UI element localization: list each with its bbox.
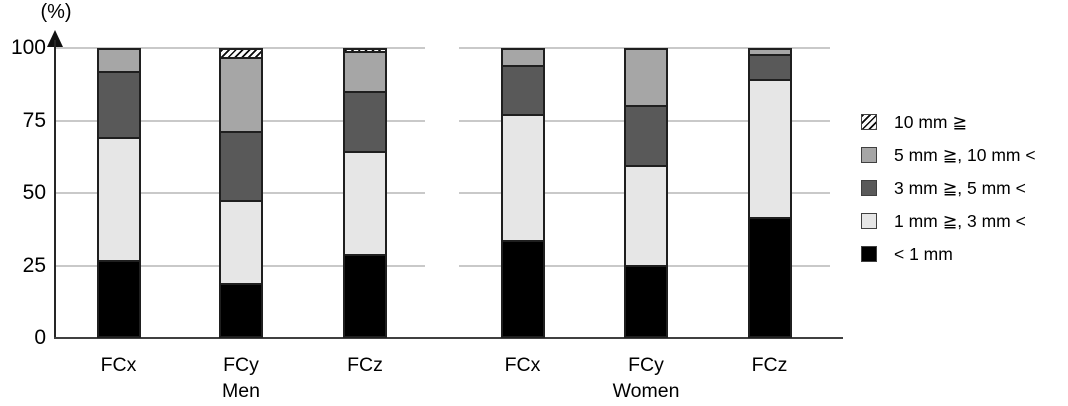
x-category-label: FCy (628, 354, 664, 376)
y-tick-label: 75 (22, 108, 46, 132)
stacked-bar (96, 48, 141, 338)
x-axis-baseline (54, 336, 843, 340)
stacked-bar (624, 48, 668, 338)
bar-segment-black (345, 255, 385, 336)
stacked-bar (343, 48, 387, 338)
bar-segment-medium-gray (626, 50, 666, 108)
stacked-bar (500, 48, 545, 338)
bar-segment-dark-gray (749, 55, 790, 82)
group-label: Men (222, 380, 260, 402)
legend-swatch-light-gray-icon (861, 213, 877, 229)
bar-segment-medium-gray (502, 50, 543, 68)
bar-segment-medium-gray (221, 58, 261, 133)
y-tick-label: 0 (34, 326, 46, 349)
x-category-label: FCz (751, 354, 788, 376)
bar-segment-hatch (345, 50, 385, 53)
bar-segment-light-gray (626, 167, 666, 268)
bar-segment-dark-gray (98, 72, 139, 139)
y-axis-arrow-icon (47, 30, 63, 47)
bar-segment-black (749, 218, 790, 336)
bar-segment-dark-gray (626, 107, 666, 168)
group-label: Women (612, 380, 680, 402)
bar-segment-medium-gray (345, 52, 385, 93)
bar-segment-dark-gray (502, 67, 543, 116)
bar-segment-dark-gray (221, 132, 261, 202)
bar-segment-light-gray (345, 152, 385, 256)
legend-swatch-medium-gray-icon (861, 147, 877, 163)
x-category-label: FCx (504, 354, 541, 376)
y-tick-label: 100 (10, 36, 46, 59)
legend-item: 1 mm ≧, 3 mm < (861, 211, 1036, 231)
bar-segment-black (221, 284, 261, 336)
legend-label: 3 mm ≧, 5 mm < (894, 177, 1026, 198)
x-category-label: FCx (100, 354, 137, 376)
legend-item: 5 mm ≧, 10 mm < (861, 145, 1036, 165)
legend-swatch-black-icon (861, 246, 877, 262)
legend-item: 3 mm ≧, 5 mm < (861, 178, 1036, 198)
legend-label: 10 mm ≧ (894, 111, 968, 132)
legend-item: 10 mm ≧ (861, 112, 1036, 132)
legend-swatch-dark-gray-icon (861, 180, 877, 196)
y-tick-label: 50 (22, 181, 46, 204)
bar-segment-black (502, 241, 543, 336)
bar-segment-medium-gray (749, 50, 790, 56)
bar-segment-light-gray (502, 115, 543, 242)
bar-segment-light-gray (749, 81, 790, 219)
legend-item: < 1 mm (861, 244, 1036, 264)
x-category-label: FCy (223, 354, 259, 376)
y-axis-line (54, 40, 57, 338)
bar-segment-medium-gray (98, 50, 139, 73)
bar-segment-black (626, 267, 666, 336)
bar-segment-light-gray (98, 138, 139, 262)
stacked-bar (219, 48, 263, 338)
bar-segment-black (98, 261, 139, 336)
bar-segment-hatch (221, 50, 261, 59)
legend: 10 mm ≧ 5 mm ≧, 10 mm < 3 mm ≧, 5 mm < 1 mm… (861, 112, 1036, 277)
legend-label: < 1 mm (894, 243, 953, 264)
bar-segment-dark-gray (345, 92, 385, 153)
y-tick-label: 25 (22, 253, 46, 277)
legend-swatch-hatch-icon (861, 114, 877, 130)
legend-label: 5 mm ≧, 10 mm < (894, 144, 1036, 165)
stacked-bar (747, 48, 792, 338)
y-axis-unit-label: (%) (40, 1, 72, 23)
x-category-label: FCz (347, 354, 383, 376)
legend-label: 1 mm ≧, 3 mm < (894, 210, 1026, 231)
bar-segment-light-gray (221, 201, 261, 285)
